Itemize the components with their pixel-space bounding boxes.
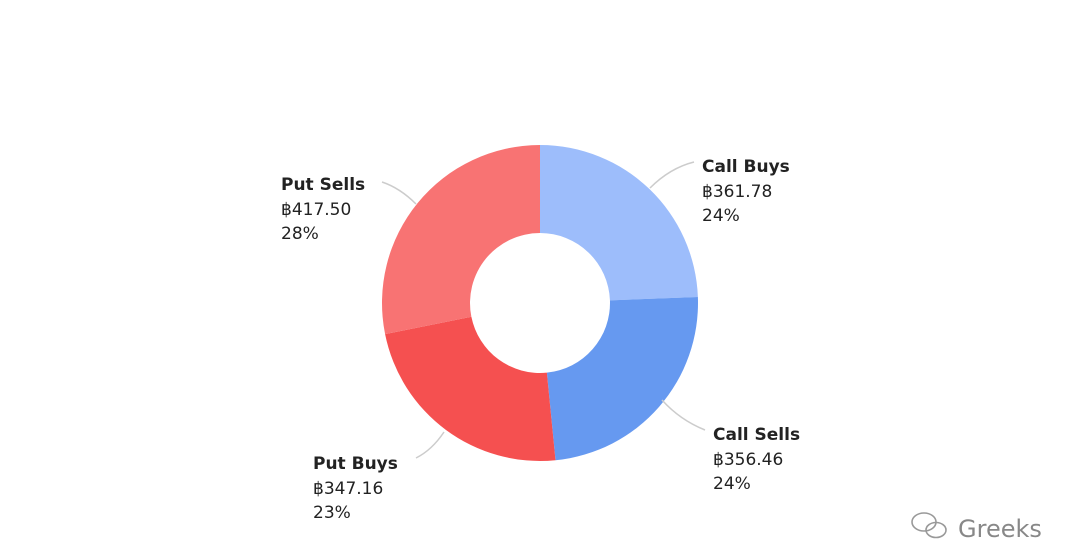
slice-value: ฿347.16 (313, 479, 383, 499)
slice-percent: 24% (702, 206, 740, 226)
slice-percent: 23% (313, 503, 351, 523)
donut-slice (546, 297, 698, 461)
slice-value: ฿361.78 (702, 182, 772, 202)
slice-name: Call Buys (702, 157, 790, 177)
watermark-text: Greeks (958, 515, 1042, 543)
leader-line (415, 431, 445, 459)
donut-slice (385, 316, 556, 461)
slice-name: Put Sells (281, 175, 365, 195)
slice-name: Call Sells (713, 425, 800, 445)
leader-line (649, 161, 695, 189)
slice-percent: 24% (713, 474, 751, 494)
watermark: Greeks (911, 512, 1042, 543)
slice-value: ฿417.50 (281, 200, 351, 220)
slice-name: Put Buys (313, 454, 398, 474)
slice-percent: 28% (281, 224, 319, 244)
wechat-icon (911, 512, 947, 539)
donut-slice (382, 145, 540, 335)
donut-slice (540, 145, 698, 301)
slice-value: ฿356.46 (713, 450, 783, 470)
leader-line (661, 399, 706, 431)
leader-line (381, 181, 417, 205)
